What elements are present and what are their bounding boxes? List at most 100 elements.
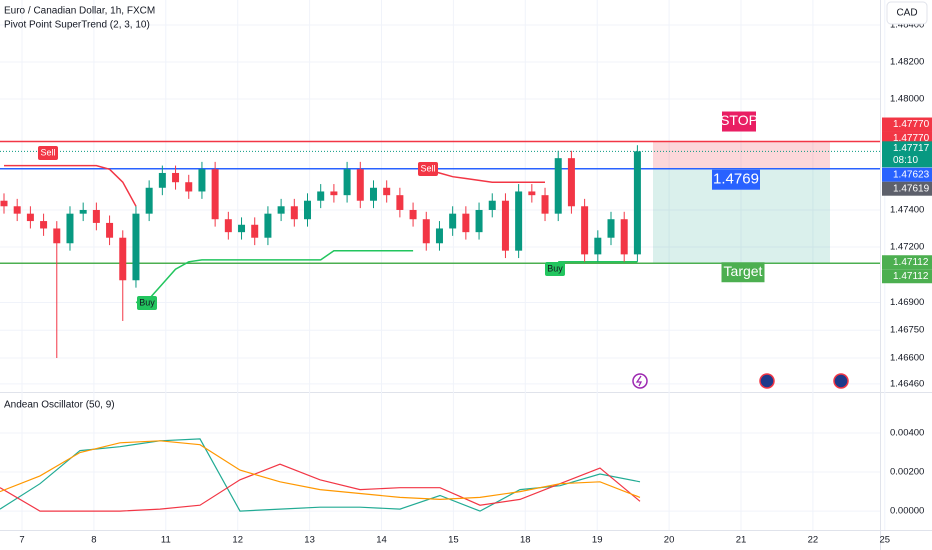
candle-body	[106, 222, 114, 238]
line	[0, 463, 641, 512]
candle-body	[541, 195, 549, 214]
candle-body	[356, 169, 364, 201]
signal-box	[545, 262, 565, 276]
target-price-tag: 1.47112	[893, 271, 929, 282]
candle-body	[198, 169, 206, 192]
entry-label-box	[712, 169, 760, 190]
x-tick-label: 11	[161, 535, 171, 546]
y-tick-label: 1.47400	[890, 204, 924, 215]
x-tick-label: 14	[376, 535, 387, 546]
candle-body	[488, 200, 496, 210]
y-tick-label: 0.00400	[890, 428, 924, 439]
candle-body	[251, 224, 259, 238]
x-tick-label: 19	[592, 535, 603, 546]
candle-body	[66, 213, 74, 244]
x-tick-label: 22	[808, 535, 819, 546]
x-tick-label: 8	[91, 535, 96, 546]
x-tick-label: 7	[19, 535, 24, 546]
last-price-tag-countdown: 08:10	[893, 155, 918, 166]
y-tick-label: 0.00200	[890, 467, 924, 478]
candle-body	[26, 213, 34, 222]
candle-body	[224, 219, 232, 233]
currency-button[interactable]	[886, 1, 928, 25]
candle-body	[185, 182, 193, 192]
stop-price-tag: 1.47770	[893, 119, 930, 130]
currency-label: CAD	[896, 8, 917, 19]
y-tick-label: 1.48000	[890, 93, 924, 104]
candle-body	[211, 169, 219, 220]
stop-label: STOP	[720, 112, 758, 128]
candle-body	[449, 213, 457, 229]
candle-body	[40, 221, 48, 229]
candle-body	[581, 206, 589, 255]
candle-body	[13, 206, 21, 214]
y-tick-label: 1.48400	[890, 19, 924, 30]
y-tick-label: 1.46900	[890, 297, 924, 308]
candle-body	[145, 187, 153, 214]
candle-body	[304, 200, 312, 220]
event-icon[interactable]	[833, 373, 849, 389]
line	[0, 438, 641, 512]
target-label-box	[721, 262, 765, 283]
candle-body	[462, 213, 470, 233]
stop-label-box	[722, 111, 756, 132]
line	[0, 440, 641, 501]
target-label: Target	[724, 263, 763, 279]
candle-body	[277, 206, 285, 214]
entry-price-tag-box	[882, 167, 932, 182]
candle-body	[633, 151, 641, 255]
candle-body	[515, 191, 523, 251]
last-price-tag-box	[882, 141, 932, 168]
stop-zone	[653, 141, 830, 169]
target-price-tag-box	[882, 269, 932, 284]
candle-body	[92, 209, 100, 223]
event-icon[interactable]	[759, 373, 775, 389]
candle-body	[290, 206, 298, 220]
candle-body	[435, 228, 443, 244]
y-tick-label: 1.46460	[890, 378, 924, 389]
candle-body	[79, 209, 87, 214]
y-tick-label: 1.46750	[890, 325, 924, 336]
avg-price-tag: 1.47619	[893, 183, 930, 194]
candle-body	[238, 224, 246, 233]
candle-body	[607, 219, 615, 238]
signal-label: Sell	[40, 147, 55, 157]
candle-body	[0, 200, 8, 207]
candle-body	[369, 187, 377, 201]
y-tick-label: 1.48200	[890, 56, 924, 67]
candle-body	[119, 237, 127, 281]
candle-body	[158, 172, 166, 188]
stop-price-tag: 1.47770	[893, 133, 930, 144]
x-tick-label: 18	[520, 535, 531, 546]
target-price-tag-box	[882, 255, 932, 270]
event-icon[interactable]	[632, 373, 648, 389]
candle-body	[264, 213, 272, 238]
stop-price-tag-box	[882, 117, 932, 132]
candle-body	[554, 158, 562, 214]
indicator-title: Pivot Point SuperTrend (2, 3, 10)	[4, 20, 150, 31]
candle-body	[172, 172, 180, 183]
chart-title: Euro / Canadian Dollar, 1h, FXCM	[4, 6, 155, 17]
entry-price-tag: 1.47623	[893, 169, 930, 180]
signal-label: Buy	[547, 263, 563, 273]
signal-box	[137, 296, 157, 310]
candle-body	[396, 195, 404, 210]
line	[4, 164, 545, 207]
signal-label: Sell	[420, 163, 435, 173]
candle-body	[330, 191, 338, 196]
target-price-tag: 1.47112	[893, 257, 929, 268]
x-tick-label: 21	[736, 535, 747, 546]
candle-body	[475, 209, 483, 233]
x-tick-label: 13	[304, 535, 315, 546]
candle-body	[383, 187, 391, 196]
oscillator-pane	[0, 438, 641, 512]
candle-body	[567, 158, 575, 207]
y-tick-label: 1.47200	[890, 241, 924, 252]
candle-body	[422, 219, 430, 244]
y-tick-label: 0.00000	[890, 506, 924, 517]
candle-body	[528, 191, 536, 196]
candle-body	[620, 219, 628, 255]
oscillator-title: Andean Oscillator (50, 9)	[4, 400, 115, 411]
